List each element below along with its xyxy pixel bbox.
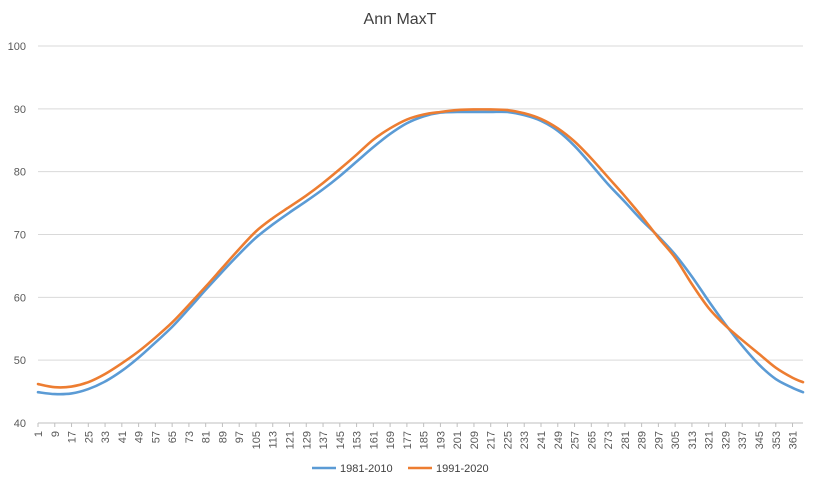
x-tick-label: 225	[502, 431, 514, 449]
chart-title: Ann MaxT	[364, 11, 437, 28]
x-tick-label: 169	[385, 431, 397, 449]
x-tick-label: 241	[536, 431, 548, 449]
x-tick-label: 137	[318, 431, 330, 449]
x-tick-label: 1	[33, 431, 45, 437]
legend-label: 1981-2010	[340, 463, 393, 475]
x-tick-label: 345	[754, 431, 766, 449]
x-tick-label: 313	[687, 431, 699, 449]
x-tick-label: 177	[402, 431, 414, 449]
x-tick-label: 17	[67, 431, 79, 443]
legend: 1981-2010 1991-2020	[312, 463, 489, 475]
x-tick-label: 129	[301, 431, 313, 449]
x-tick-label: 153	[352, 431, 364, 449]
x-tick-label: 57	[150, 431, 162, 443]
x-tick-label: 297	[653, 431, 665, 449]
x-tick-label: 249	[553, 431, 565, 449]
x-tick-label: 281	[620, 431, 632, 449]
x-tick-label: 273	[603, 431, 615, 449]
x-tick-label: 329	[720, 431, 732, 449]
x-tick-label: 9	[50, 431, 62, 437]
x-tick-label: 193	[435, 431, 447, 449]
y-tick-label: 50	[14, 355, 26, 367]
y-tick-label: 90	[14, 104, 26, 116]
y-axis-tick-labels: 40 50 60 70 80 90 100	[8, 41, 26, 430]
x-axis-tick-labels: 1 9 17 25 33 41 49 57 65 73 81 89 97 105 113 121 129 137 1…	[33, 423, 800, 449]
y-tick-label: 60	[14, 292, 26, 304]
x-tick-label: 65	[167, 431, 179, 443]
x-tick-label: 49	[134, 431, 146, 443]
y-tick-label: 100	[8, 41, 26, 53]
y-tick-label: 40	[14, 418, 26, 430]
legend-label: 1991-2020	[436, 463, 489, 475]
series-line-1991-2020	[36, 108, 805, 389]
x-tick-label: 257	[570, 431, 582, 449]
x-tick-label: 161	[368, 431, 380, 449]
x-tick-label: 81	[201, 431, 213, 443]
series-lines	[36, 108, 805, 396]
x-tick-label: 185	[419, 431, 431, 449]
x-tick-label: 121	[285, 431, 297, 449]
x-tick-label: 33	[100, 431, 112, 443]
x-tick-label: 361	[788, 431, 800, 449]
x-tick-label: 25	[83, 431, 95, 443]
x-tick-label: 41	[117, 431, 129, 443]
gridlines	[38, 45, 803, 424]
x-tick-label: 201	[452, 431, 464, 449]
x-tick-label: 233	[519, 431, 531, 449]
x-tick-label: 265	[586, 431, 598, 449]
x-tick-label: 209	[469, 431, 481, 449]
x-tick-label: 73	[184, 431, 196, 443]
x-tick-label: 289	[637, 431, 649, 449]
x-tick-label: 305	[670, 431, 682, 449]
series-line-1981-2010	[36, 110, 805, 396]
x-tick-label: 97	[234, 431, 246, 443]
x-tick-label: 337	[737, 431, 749, 449]
x-tick-label: 217	[486, 431, 498, 449]
x-tick-label: 145	[335, 431, 347, 449]
y-tick-label: 70	[14, 230, 26, 242]
x-tick-label: 113	[268, 431, 280, 449]
x-tick-label: 353	[771, 431, 783, 449]
x-tick-label: 321	[704, 431, 716, 449]
x-tick-label: 105	[251, 431, 263, 449]
y-tick-label: 80	[14, 167, 26, 179]
x-tick-label: 89	[217, 431, 229, 443]
